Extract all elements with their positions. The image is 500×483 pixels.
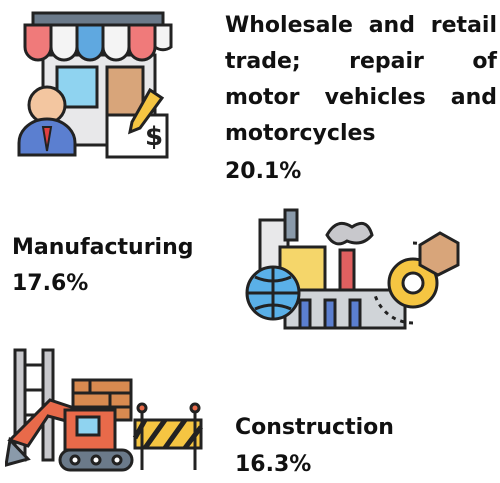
item-label: Construction: [235, 415, 394, 440]
item-label: Manufacturing: [12, 235, 194, 260]
factory-icon: [245, 208, 460, 330]
item-label: Wholesale and retail trade; repair of mo…: [225, 13, 497, 146]
construction-icon: [5, 348, 203, 472]
store-icon: $: [17, 11, 173, 159]
item-share: 16.3%: [235, 452, 312, 477]
item-share: 17.6%: [12, 271, 89, 296]
item-share: 20.1%: [225, 159, 302, 184]
svg-text:$: $: [145, 122, 163, 152]
